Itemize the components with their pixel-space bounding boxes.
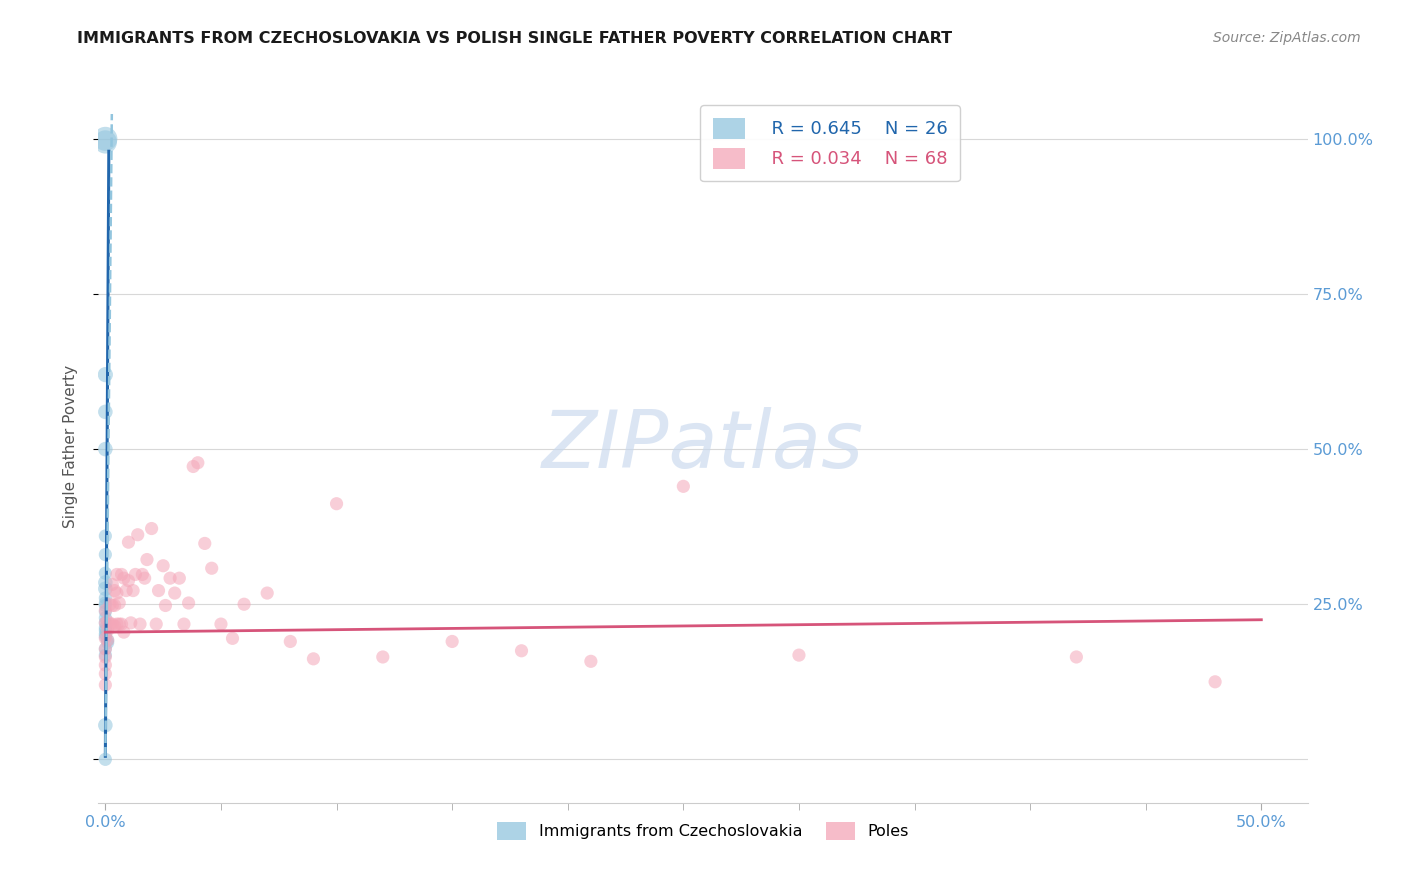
Point (110, 567, 132, 582)
Point (98, 597, 121, 611)
Point (136, 552, 159, 566)
Point (97, 636, 120, 650)
Point (145, 617, 167, 632)
Point (97, 615, 120, 629)
Point (163, 586, 186, 600)
Point (104, 583, 127, 598)
Point (94, 368, 117, 382)
Point (108, 617, 131, 632)
Point (105, 586, 128, 600)
Point (97, 633, 120, 648)
Point (141, 522, 163, 536)
Point (108, 596, 131, 610)
Point (117, 535, 139, 549)
Point (1066, 650, 1088, 665)
Point (94, 605, 117, 619)
Point (187, 456, 209, 470)
Point (112, 625, 135, 640)
Point (94, 641, 117, 656)
Point (94, 621, 117, 635)
Point (169, 571, 191, 585)
Point (94, 648, 117, 662)
Point (94, 752, 117, 766)
Point (152, 558, 174, 573)
Point (94, 591, 117, 605)
Point (233, 597, 256, 611)
Text: IMMIGRANTS FROM CZECHOSLOVAKIA VS POLISH SINGLE FATHER POVERTY CORRELATION CHART: IMMIGRANTS FROM CZECHOSLOVAKIA VS POLISH… (77, 31, 952, 46)
Point (194, 536, 217, 550)
Point (94, 630, 117, 644)
Point (94, 582, 117, 596)
Text: ZIPatlas: ZIPatlas (541, 407, 865, 485)
Point (94, 718, 117, 732)
Point (209, 617, 232, 632)
Point (579, 654, 602, 668)
Point (94, 599, 117, 613)
Point (120, 615, 142, 630)
Point (101, 599, 124, 613)
Point (94, 566, 117, 581)
Text: Source: ZipAtlas.com: Source: ZipAtlas.com (1213, 31, 1361, 45)
Point (371, 650, 394, 665)
Point (159, 571, 181, 585)
Point (94, 666, 117, 681)
Point (122, 583, 145, 598)
Point (104, 599, 127, 613)
Point (787, 648, 810, 662)
Point (94, 615, 117, 630)
Point (112, 571, 135, 585)
Point (124, 567, 146, 582)
Point (94, 135, 117, 149)
Point (94, 529, 117, 543)
Point (672, 479, 695, 493)
Point (94, 575, 117, 590)
Point (173, 617, 195, 632)
Point (94, 596, 117, 610)
Point (148, 583, 170, 598)
Point (131, 567, 153, 582)
Point (105, 567, 128, 582)
Point (94, 632, 117, 646)
Point (302, 652, 325, 666)
Y-axis label: Single Father Poverty: Single Father Poverty (63, 365, 77, 527)
Point (94, 405, 117, 419)
Point (94, 658, 117, 673)
Point (256, 586, 278, 600)
Point (510, 644, 533, 658)
Point (94, 650, 117, 665)
Point (155, 599, 177, 613)
Point (221, 632, 243, 646)
Point (94, 678, 117, 692)
Legend: Immigrants from Czechoslovakia, Poles: Immigrants from Czechoslovakia, Poles (489, 814, 917, 848)
Point (97, 624, 120, 638)
Point (94, 627, 117, 641)
Point (94, 641, 117, 656)
Point (94, 624, 117, 638)
Point (94, 548, 117, 562)
Point (441, 634, 464, 648)
Point (101, 577, 124, 591)
Point (1204, 674, 1226, 689)
Point (325, 497, 347, 511)
Point (127, 527, 149, 541)
Point (94, 611, 117, 625)
Point (201, 561, 224, 575)
Point (117, 574, 139, 588)
Point (278, 634, 301, 648)
Point (177, 596, 200, 610)
Point (94, 132, 117, 146)
Point (129, 617, 152, 632)
Point (94, 442, 117, 456)
Point (181, 459, 204, 474)
Point (94, 603, 117, 617)
Point (97, 633, 120, 648)
Point (134, 571, 156, 585)
Point (110, 617, 132, 632)
Point (104, 619, 127, 633)
Point (101, 617, 124, 632)
Point (115, 583, 138, 598)
Point (94, 615, 117, 630)
Point (105, 617, 128, 632)
Point (98, 617, 121, 632)
